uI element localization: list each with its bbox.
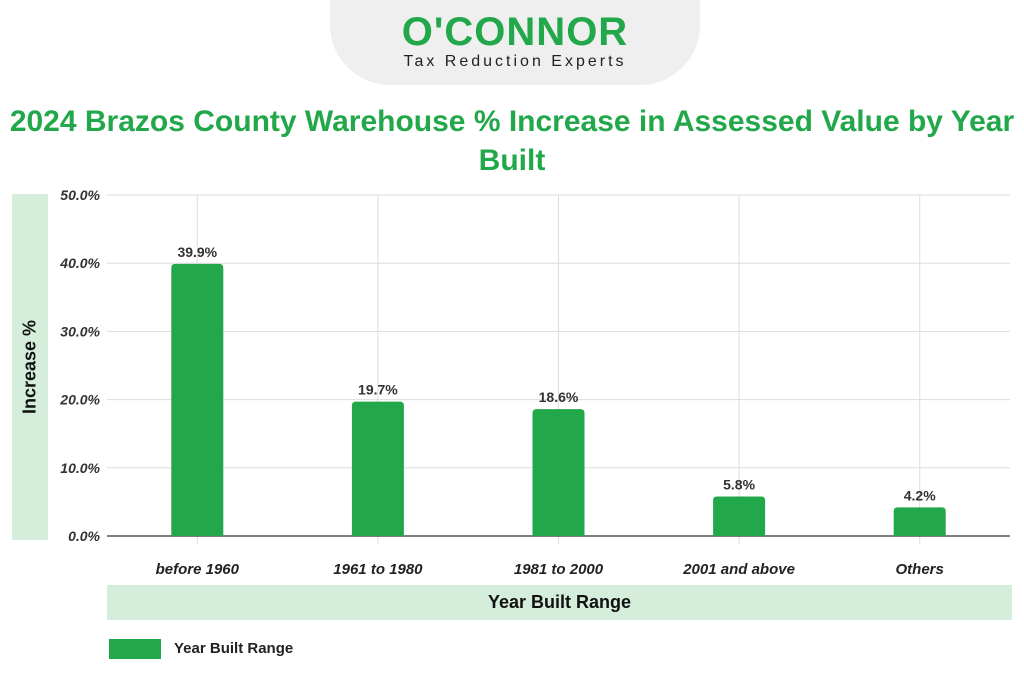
legend-label: Year Built Range — [174, 640, 294, 657]
data-label: 5.8% — [723, 476, 755, 492]
y-tick-label: 50.0% — [60, 187, 100, 203]
y-tick-label: 0.0% — [68, 528, 100, 544]
x-tick-label: Others — [896, 561, 944, 578]
bar — [532, 409, 585, 536]
y-axis-label-band — [12, 194, 48, 540]
bar — [893, 507, 946, 536]
data-label: 4.2% — [904, 487, 936, 503]
data-label: 19.7% — [358, 382, 398, 398]
logo-tagline: Tax Reduction Experts — [403, 53, 627, 70]
legend-swatch — [109, 639, 161, 659]
data-label: 39.9% — [177, 244, 217, 260]
x-tick-label: before 1960 — [156, 561, 240, 578]
x-tick-label: 2001 and above — [682, 561, 795, 578]
bar — [351, 401, 404, 536]
x-tick-label: 1961 to 1980 — [333, 561, 423, 578]
x-axis-label: Year Built Range — [487, 592, 632, 612]
logo-background — [330, 0, 700, 85]
logo: O'CONNOR — [401, 10, 629, 54]
x-tick-label: 1981 to 2000 — [514, 561, 604, 578]
y-tick-label: 10.0% — [60, 460, 100, 476]
bar — [171, 263, 224, 536]
x-axis-label-band — [107, 585, 1012, 620]
data-label: 18.6% — [539, 389, 579, 405]
y-tick-label: 20.0% — [59, 392, 100, 408]
y-tick-label: 40.0% — [59, 255, 100, 271]
bar — [713, 496, 766, 536]
y-tick-label: 30.0% — [60, 323, 100, 339]
chart-title: 2024 Brazos County Warehouse % Increase … — [9, 105, 1015, 177]
